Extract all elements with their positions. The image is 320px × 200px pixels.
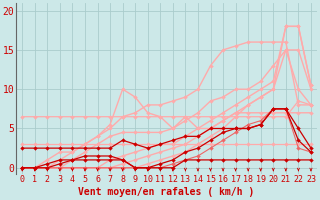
X-axis label: Vent moyen/en rafales ( km/h ): Vent moyen/en rafales ( km/h ) — [78, 187, 255, 197]
